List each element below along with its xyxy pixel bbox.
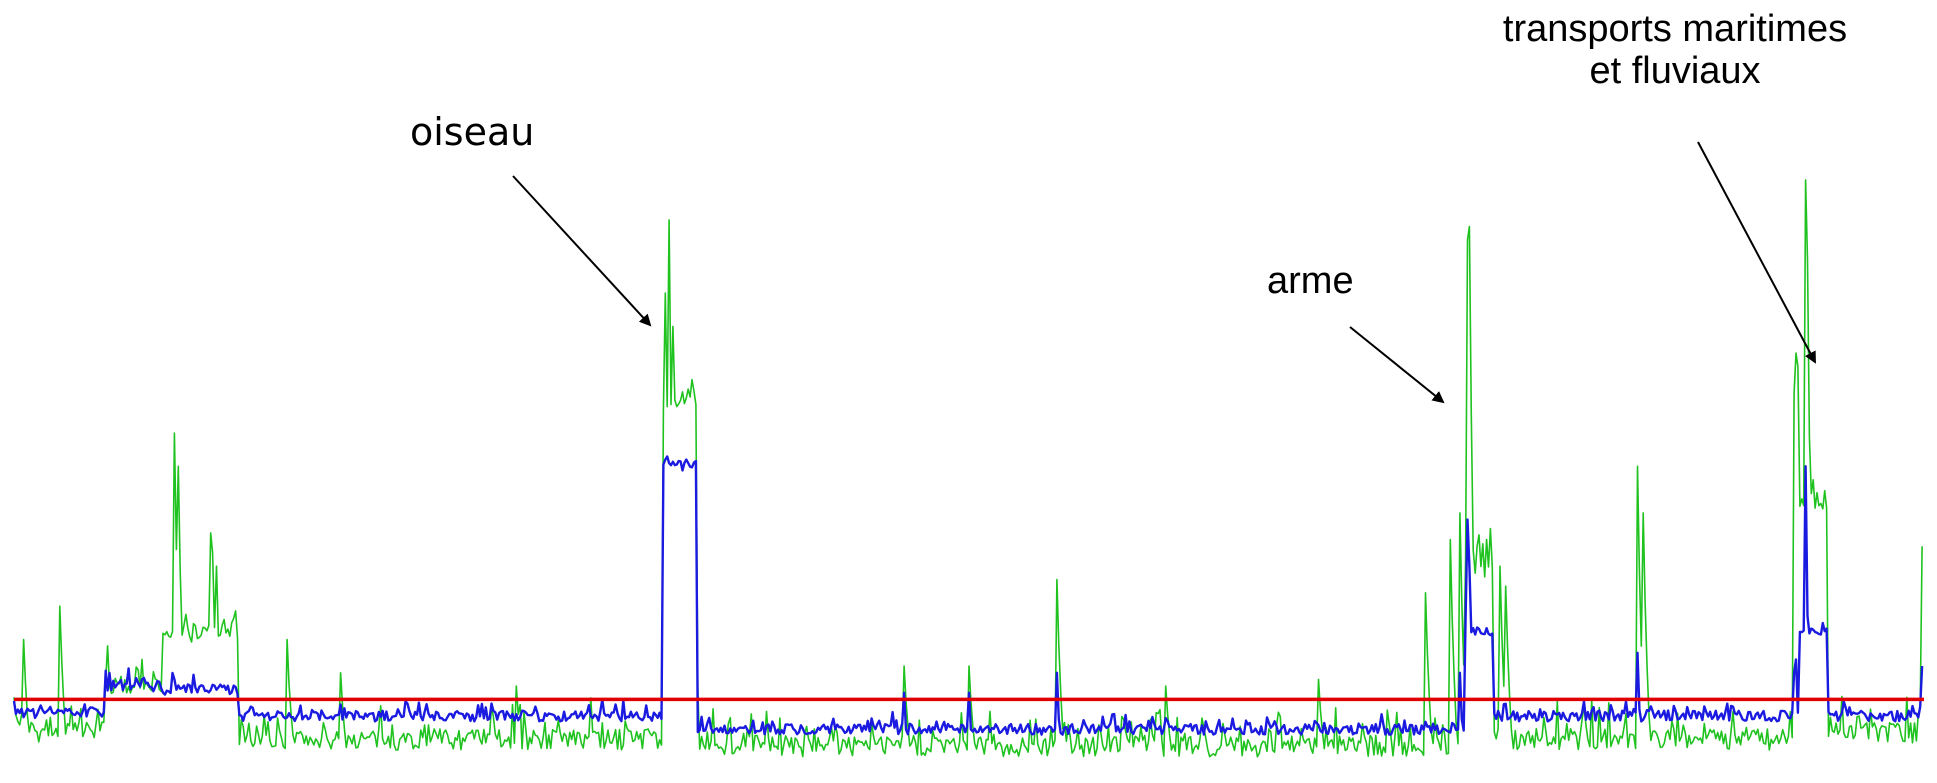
series-line-2: [12, 455, 1924, 736]
annotation-layer: oiseau arme transports maritimes et fluv…: [410, 8, 1847, 404]
series-layer: [12, 179, 1924, 758]
annotation-arme-arrow: [1349, 326, 1445, 404]
annotation-arme-label: arme: [1267, 260, 1354, 302]
annotation-oiseau-arrow: [512, 175, 652, 327]
annotation-transports-label-line2: et fluviaux: [1589, 50, 1760, 92]
annotation-transports-label-line1: transports maritimes: [1503, 8, 1847, 50]
annotation-transports-arrow: [1697, 141, 1816, 364]
annotation-oiseau-label: oiseau: [410, 110, 534, 154]
